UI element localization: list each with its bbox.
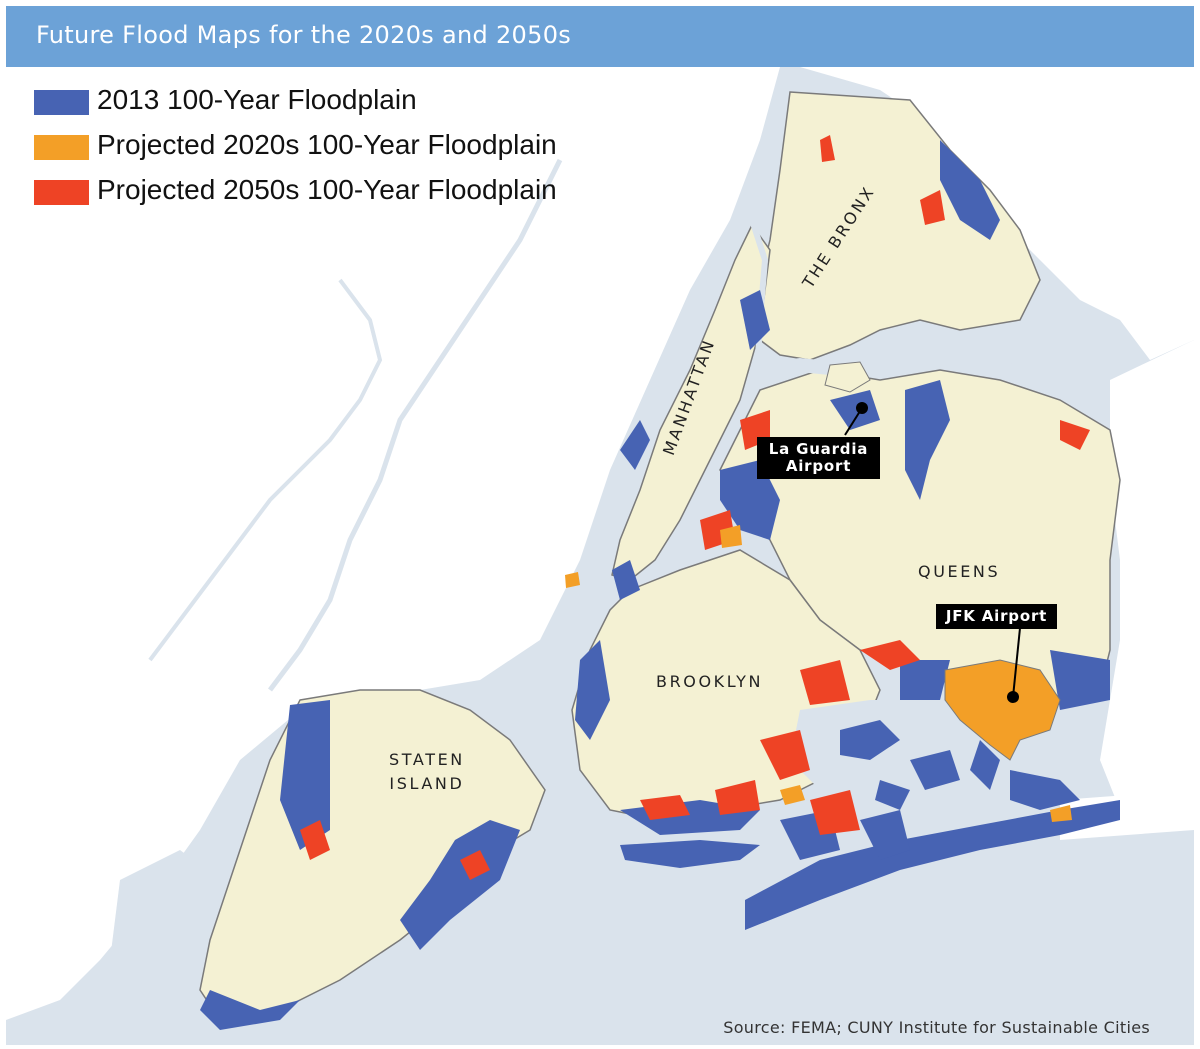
source-credit: Source: FEMA; CUNY Institute for Sustain…	[723, 1018, 1150, 1037]
floodplain-2050s-layer	[300, 135, 1090, 880]
floodplain-2013-layer	[200, 140, 1110, 1030]
label-queens: QUEENS	[918, 562, 1001, 581]
label-staten-island-line1: STATEN	[389, 750, 465, 769]
new-jersey-land	[6, 67, 780, 1020]
legend-label-2013: 2013 100-Year Floodplain	[97, 84, 417, 115]
rockaway-east-land	[1060, 790, 1194, 840]
callout-laguardia: La Guardia Airport	[757, 437, 880, 479]
rockaway-peninsula	[745, 800, 1120, 930]
page-title: Future Flood Maps for the 2020s and 2050…	[36, 21, 572, 49]
legend-label-2050s: Projected 2050s 100-Year Floodplain	[97, 174, 557, 205]
long-island-land	[1100, 340, 1194, 820]
label-staten-island-line2: ISLAND	[389, 774, 465, 793]
jfk-pointer	[1012, 627, 1021, 698]
label-brooklyn: BROOKLYN	[656, 672, 764, 691]
map-area	[6, 67, 1194, 1045]
coney-island	[620, 840, 760, 868]
nj-bay	[110, 850, 220, 960]
legend-swatch-2013	[34, 90, 89, 115]
nyc-map	[6, 67, 1194, 1045]
callout-laguardia-line1: La Guardia	[768, 440, 869, 458]
jfk-airport-area	[944, 659, 1061, 761]
legend-label-2020s: Projected 2020s 100-Year Floodplain	[97, 129, 557, 160]
legend-swatch-2020s	[34, 135, 89, 160]
legend-swatch-2050s	[34, 180, 89, 205]
east-river	[759, 353, 1062, 387]
jfk-marker	[1007, 691, 1019, 703]
callout-laguardia-line2: Airport	[785, 457, 852, 475]
header-bar: Future Flood Maps for the 2020s and 2050…	[6, 6, 1194, 67]
rikers-island	[824, 361, 871, 393]
label-staten-island: STATEN ISLAND	[389, 748, 465, 796]
callout-jfk: JFK Airport	[936, 604, 1057, 629]
nj-river-1	[268, 158, 563, 692]
floodplain-2020s-layer	[565, 525, 1072, 822]
jamaica-bay-islands	[840, 720, 1000, 810]
nj-river-2	[148, 278, 383, 662]
laguardia-marker	[856, 402, 868, 414]
